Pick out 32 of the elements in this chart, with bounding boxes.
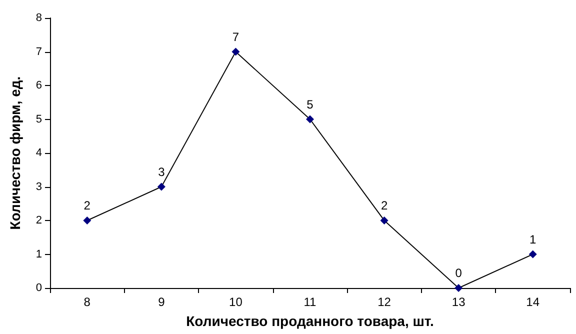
x-tick-label: 11	[304, 295, 317, 309]
data-label: 3	[158, 164, 166, 179]
data-label: 2	[84, 198, 91, 212]
y-axis-title: Количество фирм, ед.	[7, 76, 23, 230]
point	[528, 250, 537, 258]
point	[83, 216, 92, 224]
x-tick-label: 10	[229, 295, 243, 309]
x-tick-label: 9	[158, 295, 166, 309]
data-label: 0	[455, 266, 462, 280]
data-label: 7	[232, 30, 240, 44]
y-tick-label: 8	[36, 12, 42, 24]
x-tick-label: 14	[526, 295, 540, 309]
y-tick-label: 7	[36, 46, 42, 58]
point	[454, 284, 463, 292]
y-tick-label: 5	[36, 113, 42, 126]
point	[232, 48, 240, 56]
data-label: 2	[380, 198, 388, 212]
data-label: 1	[530, 232, 537, 246]
data-label: 5	[306, 97, 314, 112]
y-tick-label: 1	[36, 248, 42, 260]
x-tick-label: 12	[378, 295, 392, 309]
x-axis-title: Количество проданного товара, шт.	[186, 313, 434, 329]
y-tick-label: 0	[36, 282, 42, 294]
x-tick-label: 8	[84, 295, 91, 309]
y-tick-label: 4	[36, 147, 42, 159]
y-tick-label: 2	[36, 214, 42, 226]
point	[380, 216, 388, 224]
y-tick-label: 6	[36, 80, 42, 92]
y-tick-label: 3	[36, 180, 42, 193]
point	[306, 115, 314, 124]
point	[157, 182, 166, 191]
x-tick-label: 13	[452, 295, 466, 309]
